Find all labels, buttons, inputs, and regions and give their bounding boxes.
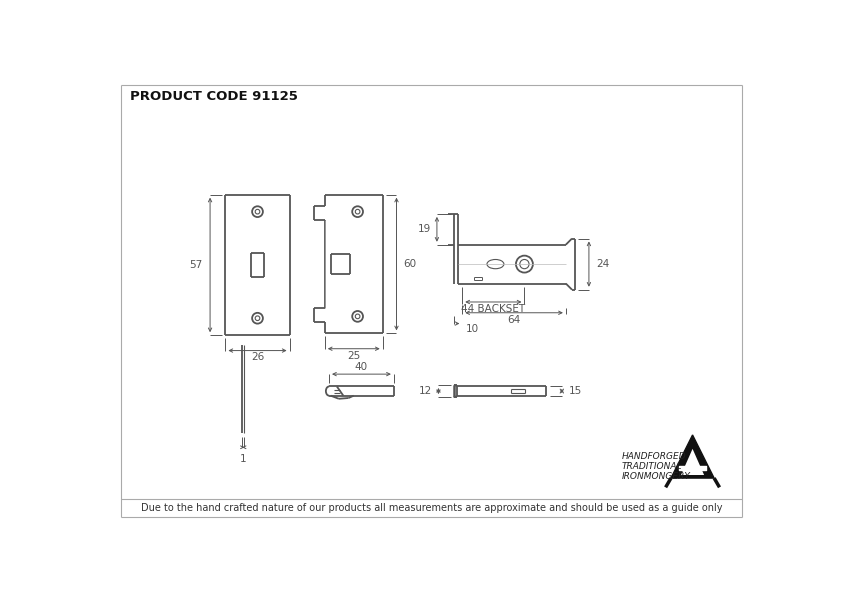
Text: 64: 64 <box>508 315 520 325</box>
Text: 44 BACKSET: 44 BACKSET <box>461 304 525 314</box>
Text: 15: 15 <box>568 386 582 396</box>
Text: 60: 60 <box>403 259 417 269</box>
Text: 1: 1 <box>240 454 247 464</box>
Text: 12: 12 <box>419 386 432 396</box>
Text: Due to the hand crafted nature of our products all measurements are approximate : Due to the hand crafted nature of our pr… <box>141 503 722 513</box>
Polygon shape <box>671 435 714 478</box>
Text: 26: 26 <box>251 352 264 362</box>
Text: 40: 40 <box>354 362 368 372</box>
Text: 10: 10 <box>466 324 478 334</box>
Text: 25: 25 <box>347 350 360 361</box>
Text: HANDFORGED: HANDFORGED <box>621 452 686 461</box>
Text: 19: 19 <box>418 224 431 234</box>
Text: PRODUCT CODE 91125: PRODUCT CODE 91125 <box>131 89 298 103</box>
Text: 57: 57 <box>189 260 202 270</box>
Text: 24: 24 <box>596 259 609 269</box>
Text: IRONMONGERY: IRONMONGERY <box>621 472 690 481</box>
Polygon shape <box>681 449 704 475</box>
Text: TRADITIONAL: TRADITIONAL <box>621 462 682 471</box>
